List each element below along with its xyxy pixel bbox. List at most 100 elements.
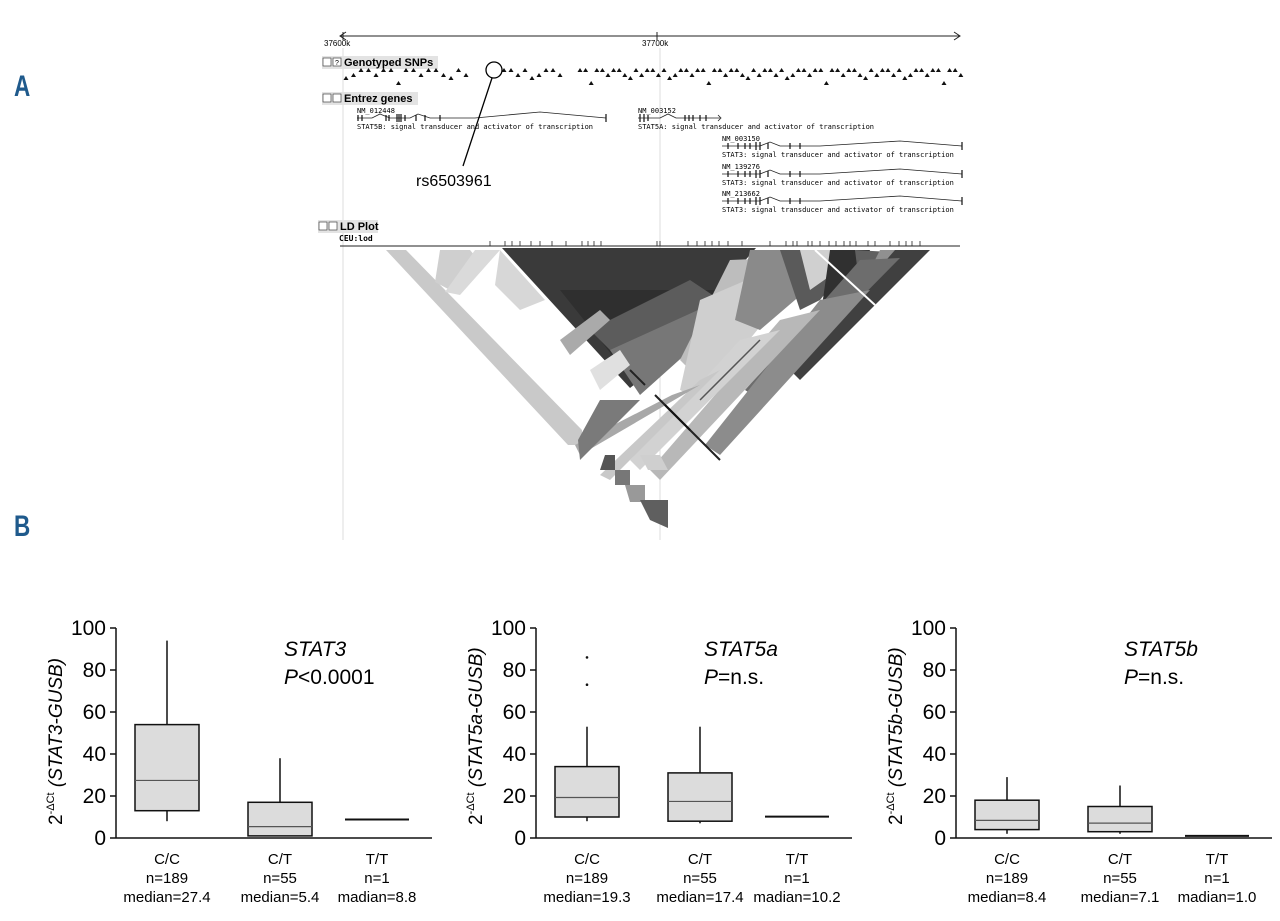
- snp-marker: [622, 73, 628, 77]
- track-title: Entrez genes: [344, 93, 412, 105]
- y-tick-label: 100: [71, 617, 106, 640]
- snp-marker: [633, 68, 639, 72]
- group-median-label: median=19.3: [543, 889, 630, 906]
- box-group: C/T n=55 median=7.1: [1081, 785, 1159, 906]
- p-value-label: P=n.s.: [704, 666, 764, 689]
- track-collapse-button[interactable]: [322, 93, 332, 103]
- snp-marker: [891, 73, 897, 77]
- ruler-label-mid: 37700k: [642, 39, 669, 48]
- genotype-label: C/T: [688, 851, 712, 868]
- snp-marker: [958, 73, 964, 77]
- y-axis-label: 2-ΔCt (STAT3-GUSB): [45, 658, 67, 825]
- snp-marker: [683, 68, 689, 72]
- gene-title: STAT5a: [704, 638, 778, 661]
- group-median-label: median=27.4: [123, 889, 210, 906]
- snp-marker: [667, 76, 673, 80]
- outlier-point: [585, 656, 589, 659]
- group-n-label: n=1: [1204, 870, 1229, 887]
- snp-marker: [902, 76, 908, 80]
- snp-callout[interactable]: rs6503961: [416, 61, 503, 190]
- track-help-button[interactable]: [332, 57, 342, 67]
- box-iqr: [1087, 805, 1153, 833]
- group-median-label: madian=8.8: [338, 889, 417, 906]
- snp-marker: [583, 68, 589, 72]
- snp-marker: [577, 68, 583, 72]
- y-tick-label: 100: [911, 617, 946, 640]
- gene-model[interactable]: NM_213662 STAT3: signal transducer and a…: [722, 190, 963, 214]
- ld-snp-ticks: [489, 241, 921, 246]
- gene-description: STAT3: signal transducer and activator o…: [722, 151, 954, 159]
- snp-marker: [728, 68, 734, 72]
- outlier-point: [585, 683, 589, 686]
- snp-marker: [594, 68, 600, 72]
- snp-marker: [661, 68, 667, 72]
- gene-accession: NM_213662: [722, 190, 760, 198]
- box-group: C/C n=189 median=27.4: [123, 640, 211, 906]
- y-tick-label: 0: [514, 827, 526, 850]
- snp-marker: [790, 73, 796, 77]
- genome-browser-panel: 37600k 37700k ? Genotyped SNPs Entrez ge…: [318, 31, 964, 540]
- snp-marker: [418, 73, 424, 77]
- snp-marker: [426, 68, 431, 72]
- ld-heatmap: [386, 248, 930, 528]
- y-tick-label: 80: [83, 659, 106, 682]
- snp-marker: [863, 76, 869, 80]
- snp-marker: [935, 68, 941, 72]
- snp-marker: [846, 68, 852, 72]
- snp-marker: [907, 73, 913, 77]
- gene-description: STAT3: signal transducer and activator o…: [722, 179, 954, 187]
- gene-model[interactable]: NM_003150 STAT3: signal transducer and a…: [722, 135, 963, 159]
- group-median-label: median=5.4: [241, 889, 320, 906]
- track-genotyped-snps: ? Genotyped SNPs: [322, 56, 964, 85]
- track-collapse-button[interactable]: [322, 57, 332, 67]
- snp-marker: [773, 73, 779, 77]
- genotype-label: C/C: [154, 851, 180, 868]
- box-iqr: [554, 765, 620, 818]
- snp-id-label: rs6503961: [416, 173, 492, 190]
- gene-description: STAT5A: signal transducer and activator …: [638, 123, 874, 131]
- svg-text:?: ?: [335, 60, 339, 67]
- genotype-label: T/T: [786, 851, 809, 868]
- gene-model[interactable]: NM_003152 STAT5A: signal transducer and …: [638, 107, 874, 131]
- y-tick-label: 60: [83, 701, 106, 724]
- box-iqr: [974, 799, 1040, 831]
- snp-marker: [700, 68, 706, 72]
- snp-marker: [599, 68, 605, 72]
- y-tick-label: 100: [491, 617, 526, 640]
- gene-model[interactable]: NM_139276 STAT3: signal transducer and a…: [722, 163, 963, 187]
- group-median-label: madian=10.2: [753, 889, 840, 906]
- snp-marker: [840, 73, 846, 77]
- gene-description: STAT5B: signal transducer and activator …: [357, 123, 593, 131]
- snp-marker: [885, 68, 891, 72]
- snp-marker: [441, 73, 446, 77]
- gene-description: STAT3: signal transducer and activator o…: [722, 206, 954, 214]
- y-tick-label: 40: [83, 743, 106, 766]
- snp-marker: [678, 68, 684, 72]
- track-collapse-button[interactable]: [318, 221, 328, 231]
- snp-marker: [734, 68, 740, 72]
- track-help-button[interactable]: [328, 221, 338, 231]
- genotype-label: C/T: [1108, 851, 1132, 868]
- snp-marker: [801, 68, 807, 72]
- gene-accession: NM_139276: [722, 163, 760, 171]
- snp-marker: [605, 73, 611, 77]
- y-tick-label: 80: [923, 659, 946, 682]
- snp-marker: [711, 68, 717, 72]
- snp-marker: [941, 81, 947, 85]
- snp-marker: [388, 68, 394, 72]
- panel-label-a: A: [14, 70, 31, 103]
- gene-model[interactable]: NM_012448 STAT5B: signal transducer and …: [357, 107, 607, 131]
- snp-marker: [779, 68, 785, 72]
- track-entrez-genes: Entrez genes NM_012448 STAT5B: signal tr…: [322, 92, 963, 214]
- box-group: T/T n=1 madian=10.2: [753, 815, 841, 906]
- group-median-label: median=17.4: [656, 889, 743, 906]
- track-help-button[interactable]: [332, 93, 342, 103]
- y-tick-label: 40: [503, 743, 526, 766]
- genotype-label: T/T: [366, 851, 389, 868]
- group-n-label: n=189: [986, 870, 1028, 887]
- snp-marker: [463, 73, 469, 77]
- snp-marker: [823, 81, 829, 85]
- snp-marker: [373, 73, 379, 77]
